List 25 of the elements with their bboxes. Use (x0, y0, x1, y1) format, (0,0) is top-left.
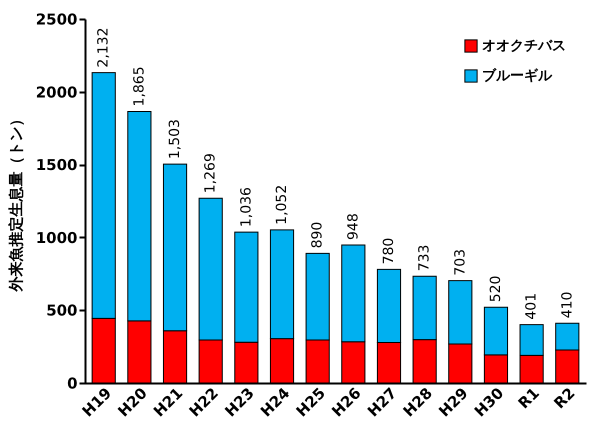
y-tick-label: 1500 (36, 156, 78, 174)
total-label: 2,132 (96, 27, 112, 68)
total-label: 703 (452, 248, 468, 276)
total-label: 1,036 (238, 186, 254, 228)
y-tick-label: 0 (67, 374, 78, 392)
y-axis-title: 外来魚推定生息量（トン） (6, 112, 25, 292)
total-label: 1,052 (274, 184, 290, 225)
total-label: 1,503 (167, 119, 184, 160)
total-label: 401 (524, 292, 540, 320)
total-label: 1,865 (131, 66, 148, 106)
y-tick-label: 2000 (36, 83, 78, 102)
total-label: 780 (380, 238, 397, 264)
total-label: 890 (310, 222, 326, 248)
total-label: 948 (345, 213, 362, 240)
total-label: 410 (559, 292, 576, 318)
y-tick-label: 1000 (36, 228, 78, 247)
legend-label: ブルーギル (482, 67, 553, 84)
x-tick-label: R1 (514, 384, 543, 412)
total-label: 520 (488, 276, 504, 302)
total-label: 733 (416, 244, 433, 272)
y-tick-label: 500 (46, 302, 78, 320)
legend-label: オオクチバス (482, 38, 566, 54)
y-tick-label: 2500 (36, 10, 78, 28)
x-tick-label: R2 (550, 384, 579, 412)
total-label: 1,269 (202, 153, 219, 194)
